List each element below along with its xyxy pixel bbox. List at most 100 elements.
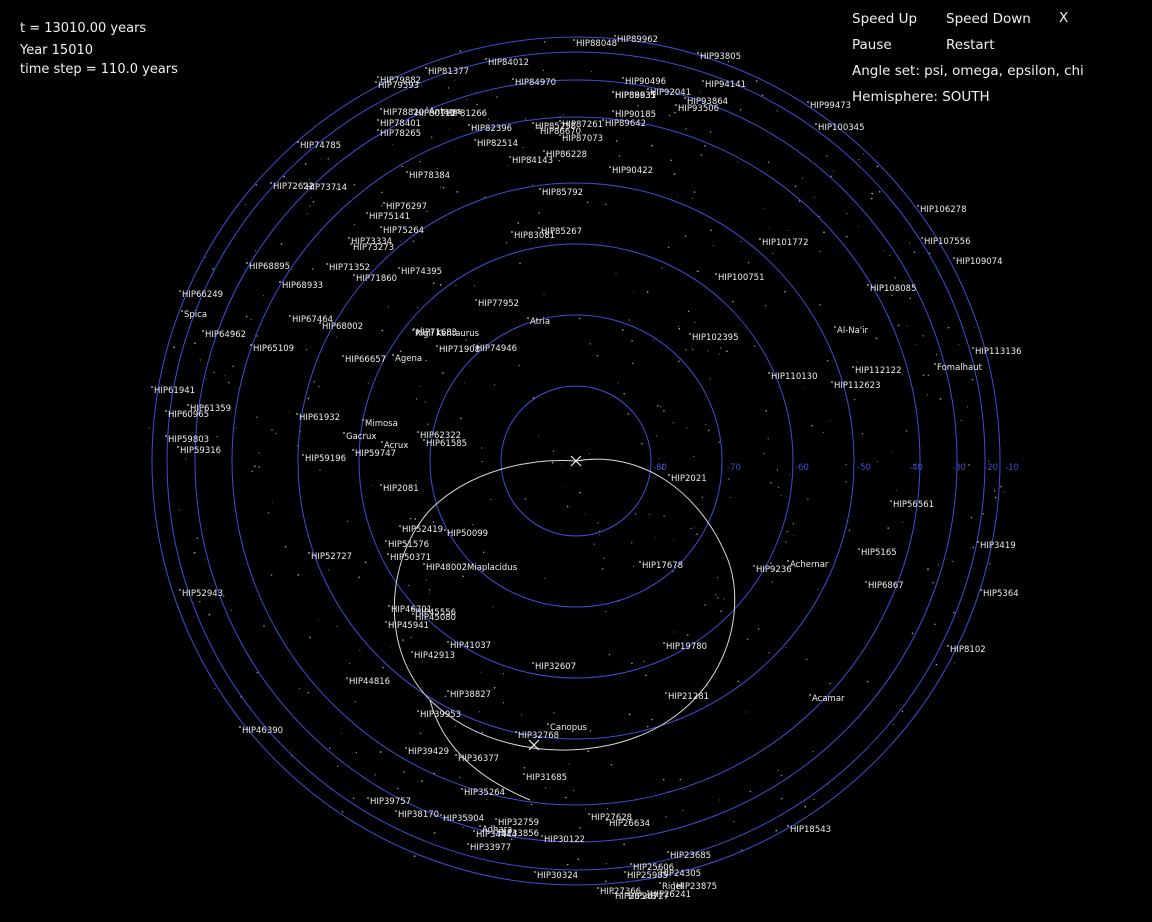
declination-ring (358, 243, 794, 679)
background-star (462, 116, 464, 118)
star-label: Rigil Kentaurus (415, 329, 480, 339)
star-label: HIP61941 (154, 386, 195, 396)
background-star (589, 453, 591, 455)
star-label: HIP90422 (612, 166, 653, 176)
star-label: HIP93805 (700, 52, 741, 62)
star-label: HIP59803 (168, 435, 209, 445)
background-star (1002, 491, 1004, 493)
star-label: HIP87261 (562, 120, 603, 130)
pause-button[interactable]: Pause (852, 37, 892, 53)
background-star (876, 165, 879, 168)
close-button[interactable]: X (1059, 10, 1069, 26)
star-label: HIP99473 (810, 101, 851, 111)
star-dot (647, 890, 649, 892)
star-label: HIP89642 (605, 119, 646, 129)
star-dot (917, 205, 919, 207)
star-dot (279, 281, 281, 283)
background-star (502, 702, 505, 704)
star-label: HIP18543 (790, 825, 831, 835)
angle-set-info: Angle set: psi, omega, epsilon, chi (852, 63, 1084, 79)
background-star (649, 513, 650, 515)
background-star (637, 105, 639, 107)
speed-up-button[interactable]: Speed Up (852, 11, 918, 27)
background-star (306, 348, 308, 351)
background-star (913, 251, 916, 254)
star-label: HIP21281 (668, 692, 709, 702)
background-star (748, 261, 750, 264)
background-star (974, 327, 975, 329)
background-star (819, 250, 821, 253)
background-star (775, 829, 778, 832)
star-label: HIP25985 (627, 871, 668, 881)
speed-down-button[interactable]: Speed Down (946, 11, 1031, 27)
star-dot (612, 892, 614, 894)
star-label: HIP19780 (666, 642, 707, 652)
background-star (909, 297, 911, 300)
star-label: HIP73334 (351, 237, 392, 247)
background-star (421, 780, 423, 782)
background-star (433, 832, 436, 834)
star-dot (385, 540, 387, 542)
background-star (732, 300, 734, 303)
background-star (472, 524, 474, 526)
background-star (829, 420, 831, 422)
declination-ring (194, 79, 958, 843)
star-label: HIP71908 (439, 345, 480, 355)
star-dot (512, 78, 514, 80)
star-label: Adhara (482, 825, 512, 835)
background-star (798, 200, 801, 202)
star-dot (467, 843, 469, 845)
background-star (267, 512, 270, 514)
background-star (632, 565, 635, 568)
background-star (519, 262, 521, 264)
background-star (565, 797, 567, 799)
background-star (309, 205, 311, 207)
background-star (437, 167, 439, 169)
background-star (306, 213, 308, 215)
background-star (718, 441, 720, 443)
background-star (777, 769, 779, 771)
background-star (409, 209, 411, 211)
star-dot (468, 124, 470, 126)
background-star (745, 711, 747, 713)
star-dot (380, 484, 382, 486)
background-star (696, 270, 698, 272)
star-dot (479, 825, 481, 827)
star-label: HIP101772 (762, 238, 808, 248)
background-star (250, 319, 252, 321)
background-star (562, 114, 564, 116)
star-label: HIP112623 (834, 381, 880, 391)
background-star (420, 84, 422, 86)
star-label: HIP68933 (282, 281, 323, 291)
background-star (645, 674, 647, 677)
background-star (677, 325, 680, 327)
restart-button[interactable]: Restart (946, 37, 995, 53)
star-dot (495, 829, 497, 831)
background-star (853, 398, 856, 401)
background-star (348, 663, 351, 665)
background-star (883, 250, 885, 252)
background-star (972, 546, 975, 549)
star-label: HIP27628 (591, 813, 632, 823)
background-star (764, 304, 767, 307)
background-star (693, 191, 696, 193)
star-dot (602, 119, 604, 121)
background-star (431, 136, 433, 138)
star-label: HIP2021 (671, 474, 707, 484)
background-star (349, 323, 352, 326)
star-label: HIP41037 (450, 641, 491, 651)
background-star (444, 695, 447, 698)
background-star (480, 671, 482, 673)
background-star (926, 394, 928, 396)
star-dot (289, 315, 291, 317)
background-star (631, 339, 633, 342)
background-star (291, 268, 293, 270)
star-dot (398, 267, 400, 269)
background-star (530, 156, 533, 159)
star-dot (665, 692, 667, 694)
background-star (319, 469, 321, 471)
background-star (615, 140, 618, 142)
background-star (672, 571, 674, 573)
background-star (678, 360, 680, 363)
